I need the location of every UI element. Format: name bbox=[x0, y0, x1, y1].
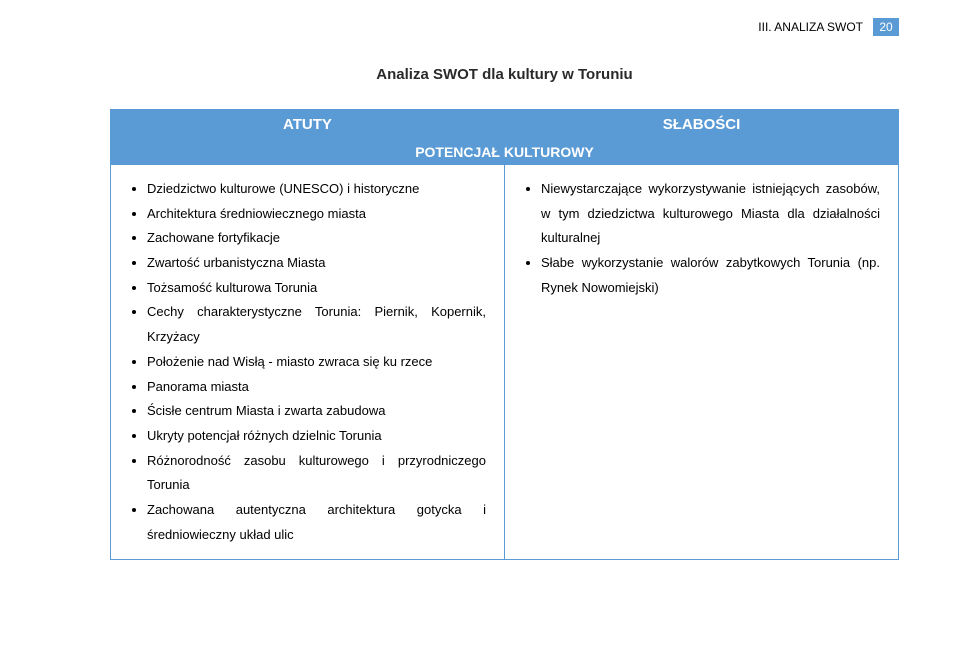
list-item: Panorama miasta bbox=[147, 375, 486, 400]
weaknesses-cell: Niewystarczające wykorzystywanie istniej… bbox=[505, 165, 899, 560]
header-strengths: ATUTY bbox=[111, 110, 505, 140]
list-item: Różnorodność zasobu kulturowego i przyro… bbox=[147, 449, 486, 498]
list-item: Cechy charakterystyczne Torunia: Piernik… bbox=[147, 300, 486, 349]
list-item: Ścisłe centrum Miasta i zwarta zabudowa bbox=[147, 399, 486, 424]
section-label: III. ANALIZA SWOT bbox=[758, 20, 863, 34]
list-item: Ukryty potencjał różnych dzielnic Toruni… bbox=[147, 424, 486, 449]
section-label: POTENCJAŁ KULTUROWY bbox=[111, 140, 899, 165]
list-item: Niewystarczające wykorzystywanie istniej… bbox=[541, 177, 880, 251]
list-item: Zachowana autentyczna architektura gotyc… bbox=[147, 498, 486, 547]
list-item: Dziedzictwo kulturowe (UNESCO) i history… bbox=[147, 177, 486, 202]
swot-section-row: POTENCJAŁ KULTUROWY bbox=[111, 140, 899, 165]
page-number: 20 bbox=[873, 18, 899, 36]
page-container: III. ANALIZA SWOT 20 Analiza SWOT dla ku… bbox=[0, 0, 959, 662]
header-weaknesses: SŁABOŚCI bbox=[505, 110, 899, 140]
weaknesses-list: Niewystarczające wykorzystywanie istniej… bbox=[507, 177, 896, 300]
list-item: Położenie nad Wisłą - miasto zwraca się … bbox=[147, 350, 486, 375]
strengths-cell: Dziedzictwo kulturowe (UNESCO) i history… bbox=[111, 165, 505, 560]
list-item: Architektura średniowiecznego miasta bbox=[147, 202, 486, 227]
list-item: Słabe wykorzystanie walorów zabytkowych … bbox=[541, 251, 880, 300]
strengths-list: Dziedzictwo kulturowe (UNESCO) i history… bbox=[113, 177, 502, 547]
list-item: Zachowane fortyfikacje bbox=[147, 226, 486, 251]
swot-table: ATUTY SŁABOŚCI POTENCJAŁ KULTUROWY Dzied… bbox=[110, 109, 899, 560]
swot-body-row: Dziedzictwo kulturowe (UNESCO) i history… bbox=[111, 165, 899, 560]
swot-header-row: ATUTY SŁABOŚCI bbox=[111, 110, 899, 140]
header: III. ANALIZA SWOT 20 bbox=[110, 18, 899, 36]
list-item: Zwartość urbanistyczna Miasta bbox=[147, 251, 486, 276]
list-item: Tożsamość kulturowa Torunia bbox=[147, 276, 486, 301]
page-title: Analiza SWOT dla kultury w Toruniu bbox=[110, 66, 899, 83]
